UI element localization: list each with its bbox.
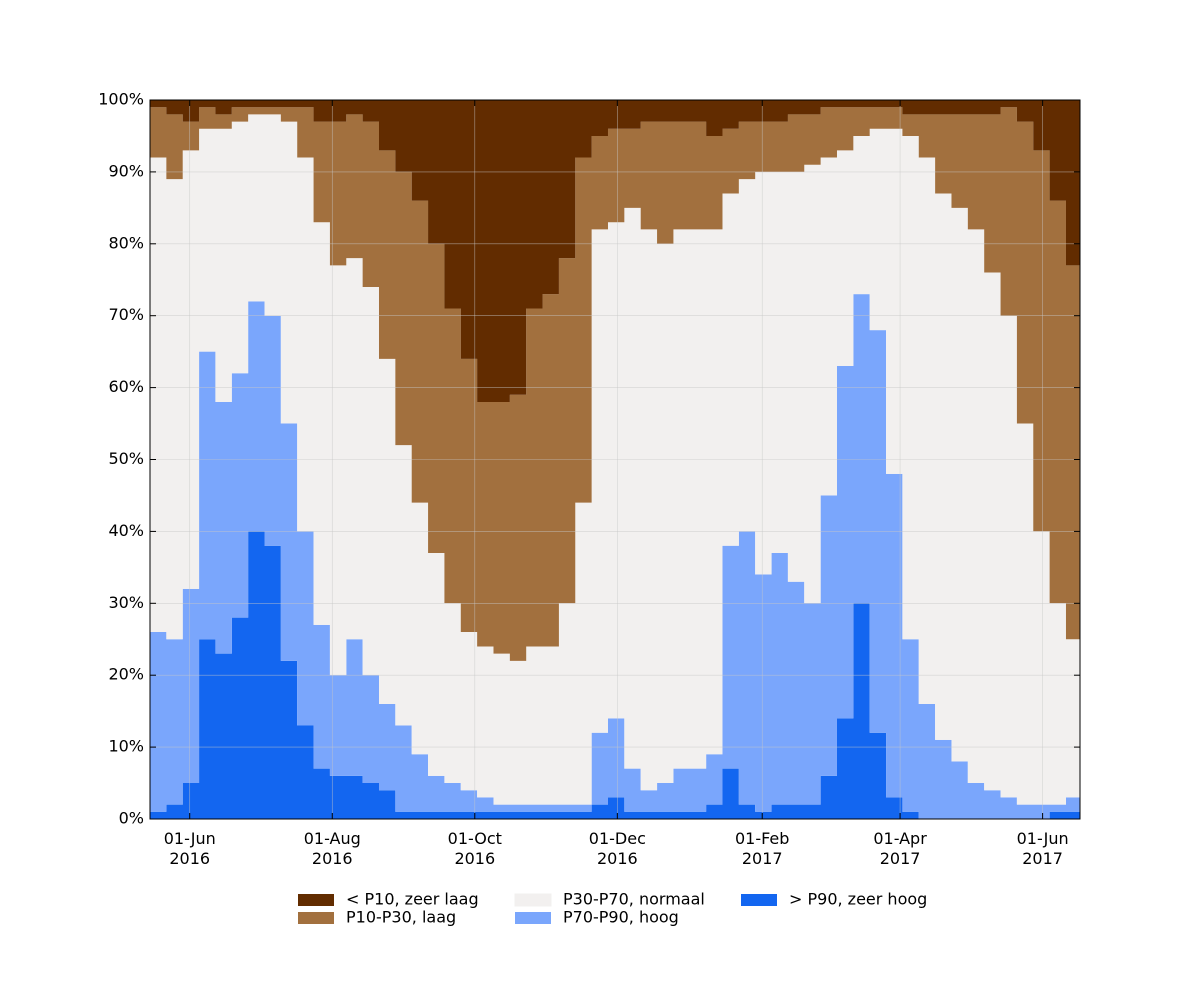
x-tick-label: 01-Apr 2017 xyxy=(873,829,927,868)
x-tick-label: 01-Jun 2016 xyxy=(164,829,216,868)
y-tick-label: 90% xyxy=(108,161,144,180)
legend-swatch xyxy=(515,912,551,924)
area-series xyxy=(150,294,1080,819)
legend-swatch xyxy=(514,893,552,907)
legend-label: < P10, zeer laag xyxy=(346,890,479,909)
x-tick-label: 01-Jun 2017 xyxy=(1017,829,1069,868)
y-tick-label: 0% xyxy=(119,809,144,828)
x-tick-label: 01-Aug 2016 xyxy=(304,829,361,868)
y-tick-label: 40% xyxy=(108,521,144,540)
plot-overlay xyxy=(150,99,1080,820)
y-tick-label: 100% xyxy=(98,90,144,109)
y-tick-label: 60% xyxy=(108,377,144,396)
legend-label: P10-P30, laag xyxy=(346,908,456,927)
legend-label: > P90, zeer hoog xyxy=(789,890,927,909)
legend-swatch xyxy=(298,912,334,924)
y-tick-label: 50% xyxy=(108,449,144,468)
y-tick-label: 10% xyxy=(108,737,144,756)
x-tick-label: 01-Feb 2017 xyxy=(735,829,789,868)
y-tick-label: 20% xyxy=(108,665,144,684)
y-tick-label: 80% xyxy=(108,233,144,252)
x-tick-label: 01-Dec 2016 xyxy=(589,829,646,868)
legend-swatch xyxy=(741,894,777,906)
y-tick-label: 70% xyxy=(108,305,144,324)
legend-swatch xyxy=(298,894,334,906)
y-tick-label: 30% xyxy=(108,593,144,612)
area-series xyxy=(150,107,1080,661)
x-tick-label: 01-Oct 2016 xyxy=(448,829,502,868)
legend-label: P70-P90, hoog xyxy=(563,908,679,927)
legend-label: P30-P70, normaal xyxy=(563,890,705,909)
plot-frame xyxy=(149,99,1081,820)
